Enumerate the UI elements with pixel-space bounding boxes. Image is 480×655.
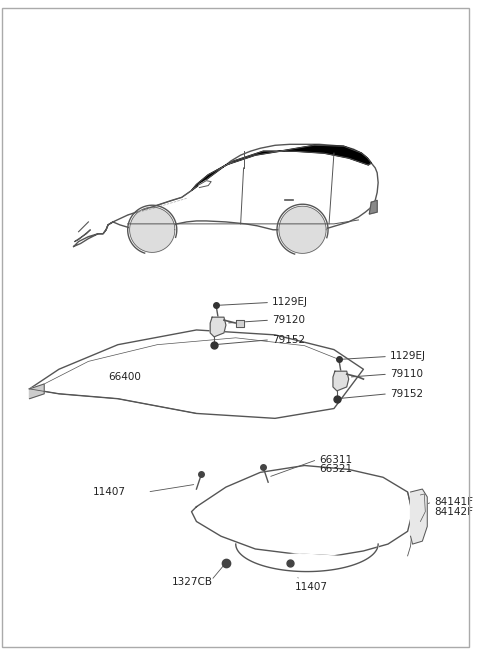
- Text: 66321: 66321: [319, 464, 352, 474]
- Text: 84142F: 84142F: [434, 507, 473, 517]
- Polygon shape: [73, 144, 378, 246]
- Polygon shape: [369, 200, 377, 214]
- Polygon shape: [29, 330, 363, 419]
- Polygon shape: [236, 544, 378, 572]
- Text: 66400: 66400: [108, 372, 141, 382]
- Polygon shape: [410, 489, 427, 544]
- Polygon shape: [236, 320, 243, 327]
- Polygon shape: [333, 371, 348, 391]
- Text: 1327CB: 1327CB: [172, 578, 213, 588]
- Polygon shape: [75, 230, 90, 242]
- Text: 1129EJ: 1129EJ: [272, 297, 308, 307]
- Text: 1129EJ: 1129EJ: [390, 352, 426, 362]
- Polygon shape: [279, 206, 326, 253]
- Polygon shape: [199, 181, 211, 187]
- Text: 11407: 11407: [93, 487, 126, 497]
- Text: 84141F: 84141F: [434, 497, 473, 507]
- Polygon shape: [130, 207, 175, 252]
- Polygon shape: [192, 466, 412, 556]
- Text: 79110: 79110: [390, 369, 423, 379]
- Text: 79120: 79120: [272, 315, 305, 325]
- Polygon shape: [192, 145, 371, 191]
- Text: 66311: 66311: [319, 455, 352, 464]
- Text: 79152: 79152: [272, 335, 305, 345]
- Text: 11407: 11407: [295, 582, 328, 592]
- Polygon shape: [29, 384, 44, 399]
- Polygon shape: [243, 554, 356, 576]
- Text: 79152: 79152: [390, 389, 423, 399]
- Polygon shape: [210, 317, 226, 337]
